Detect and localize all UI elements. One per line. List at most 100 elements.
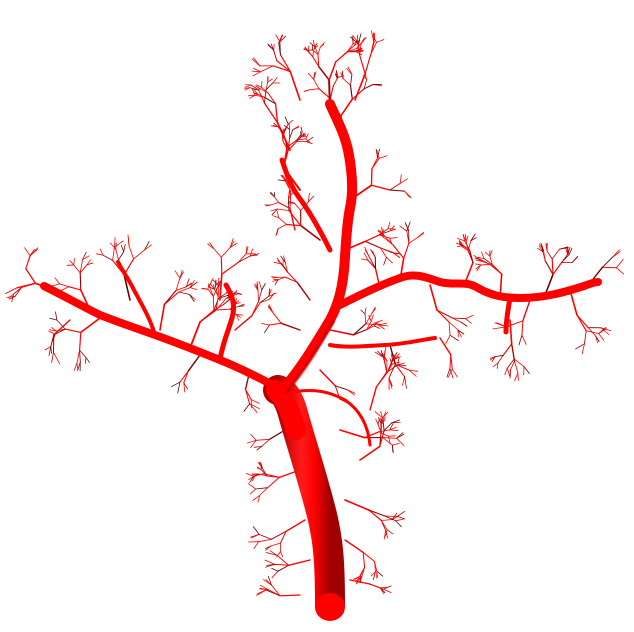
twig (252, 93, 259, 97)
twig (73, 362, 78, 371)
twig (569, 289, 578, 316)
twig (389, 358, 393, 365)
twig (305, 133, 309, 140)
twig (374, 411, 384, 419)
twig (518, 334, 523, 346)
twig (270, 125, 279, 128)
twig (220, 256, 223, 275)
twig (317, 54, 320, 68)
twig (364, 234, 381, 242)
twig (598, 328, 607, 335)
twig (492, 362, 499, 368)
twig (123, 243, 126, 253)
twig (406, 230, 410, 244)
twig (417, 232, 425, 238)
twig (476, 264, 482, 272)
twig (73, 264, 81, 274)
twig (234, 300, 240, 305)
twig (379, 430, 385, 447)
twig (600, 327, 610, 335)
twig (268, 589, 281, 597)
twig (277, 564, 290, 572)
twig (133, 249, 145, 260)
twig (372, 35, 377, 43)
twig (14, 286, 23, 297)
twig (359, 445, 381, 461)
twig (436, 309, 450, 323)
twig (391, 356, 401, 361)
twig (460, 321, 468, 327)
twig (459, 240, 464, 246)
twig (273, 196, 280, 203)
twig (552, 261, 563, 276)
twig (272, 312, 282, 324)
twig (541, 245, 544, 253)
twig (379, 247, 387, 258)
twig (199, 309, 217, 323)
twig (559, 247, 569, 250)
twig (470, 237, 477, 242)
twig (382, 437, 398, 439)
twig (451, 317, 462, 323)
twig (263, 579, 272, 586)
twig (250, 439, 257, 448)
twig (270, 584, 281, 597)
twig (8, 295, 16, 300)
twig (257, 494, 261, 503)
twig (387, 364, 399, 373)
twig (388, 377, 393, 389)
twig (376, 570, 384, 577)
twig (378, 155, 388, 159)
twig (270, 542, 281, 547)
twig (383, 422, 393, 432)
twig (268, 288, 270, 297)
twig (496, 362, 499, 369)
twig (383, 357, 388, 373)
twig (329, 329, 355, 336)
twig (396, 432, 404, 439)
twig (369, 583, 384, 590)
twig (382, 588, 392, 593)
twig (250, 534, 260, 538)
twig (189, 280, 195, 289)
twig (29, 247, 39, 257)
twig (346, 43, 354, 52)
twig (212, 295, 215, 311)
twig (215, 308, 231, 311)
twig (352, 329, 368, 336)
twig (213, 284, 215, 290)
twig (249, 488, 257, 495)
twig (451, 317, 467, 320)
left-branch-secondary (217, 282, 237, 363)
twig (249, 403, 260, 410)
twig (258, 281, 263, 291)
twig (265, 82, 274, 91)
twig (384, 515, 397, 522)
twig (54, 277, 60, 285)
twig (54, 328, 66, 335)
twig (55, 311, 58, 321)
twig (114, 237, 116, 248)
twig (49, 329, 57, 332)
twig (408, 236, 419, 244)
twig (51, 351, 54, 363)
twig (380, 519, 393, 521)
twig (372, 571, 376, 581)
twig (349, 84, 353, 100)
twig (272, 276, 278, 279)
twig (351, 88, 365, 100)
twig (183, 382, 186, 393)
twig (399, 178, 408, 184)
twig (163, 289, 177, 305)
twig (11, 293, 14, 303)
twig (385, 256, 393, 264)
right-branch-drop (503, 295, 513, 335)
twig (377, 419, 380, 425)
twig (267, 476, 280, 489)
twig (144, 244, 152, 251)
twig (464, 261, 474, 284)
twig (491, 264, 503, 275)
twig (360, 258, 369, 261)
central-stem (277, 99, 358, 395)
twig (265, 81, 269, 91)
